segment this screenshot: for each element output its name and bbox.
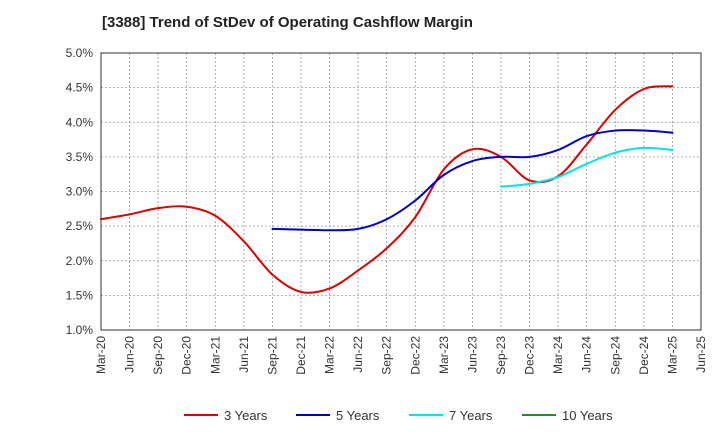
y-tick-label: 1.0%	[66, 323, 94, 337]
series-line-1	[100, 85, 674, 294]
plot-frame	[100, 52, 702, 331]
x-tick-label: Dec-22	[408, 336, 422, 375]
x-tick-label: Jun-21	[237, 336, 251, 373]
legend-label-3: 7 Years	[449, 408, 493, 423]
x-tick-label: Sep-24	[608, 336, 622, 375]
y-axis: 1.0% 1.5% 2.0% 2.5% 3.0% 3.5% 4.0% 4.5% 5.0%	[66, 46, 94, 337]
x-tick-label: Dec-20	[180, 336, 194, 375]
y-tick-label: 1.5%	[66, 288, 94, 302]
x-tick-label: Jun-20	[123, 336, 137, 373]
grid-layer	[101, 53, 701, 330]
x-tick-label: Sep-22	[380, 336, 394, 375]
series-layer	[100, 85, 674, 294]
legend-label-4: 10 Years	[562, 408, 613, 423]
y-tick-label: 4.0%	[66, 115, 94, 129]
x-tick-label: Sep-23	[494, 336, 508, 375]
chart-title: [3388] Trend of StDev of Operating Cashf…	[102, 14, 473, 31]
x-tick-label: Mar-24	[551, 336, 565, 374]
x-axis: Mar-20 Jun-20 Sep-20 Dec-20 Mar-21 Jun-21 Sep-…	[94, 336, 708, 375]
x-tick-label: Jun-22	[351, 336, 365, 373]
y-tick-label: 3.0%	[66, 185, 94, 199]
legend: 3 Years 5 Years 7 Years 10 Years	[184, 408, 613, 423]
x-tick-label: Mar-23	[437, 336, 451, 374]
y-tick-label: 2.5%	[66, 219, 94, 233]
y-tick-label: 3.5%	[66, 150, 94, 164]
x-tick-label: Jun-25	[694, 336, 708, 373]
legend-label-1: 3 Years	[224, 408, 268, 423]
x-tick-label: Dec-21	[294, 336, 308, 375]
x-tick-label: Sep-21	[265, 336, 279, 375]
x-tick-label: Dec-24	[637, 336, 651, 375]
x-tick-label: Dec-23	[523, 336, 537, 375]
x-tick-label: Jun-24	[580, 336, 594, 373]
y-tick-label: 5.0%	[66, 46, 94, 60]
x-tick-label: Jun-23	[465, 336, 479, 373]
x-tick-label: Sep-20	[151, 336, 165, 375]
x-tick-label: Mar-25	[665, 336, 679, 374]
y-tick-label: 2.0%	[66, 254, 94, 268]
series-line-3	[500, 146, 674, 188]
x-tick-label: Mar-22	[323, 336, 337, 374]
legend-label-2: 5 Years	[336, 408, 380, 423]
y-tick-label: 4.5%	[66, 81, 94, 95]
series-line-2	[271, 129, 674, 232]
x-tick-label: Mar-21	[208, 336, 222, 374]
x-tick-label: Mar-20	[94, 336, 108, 374]
